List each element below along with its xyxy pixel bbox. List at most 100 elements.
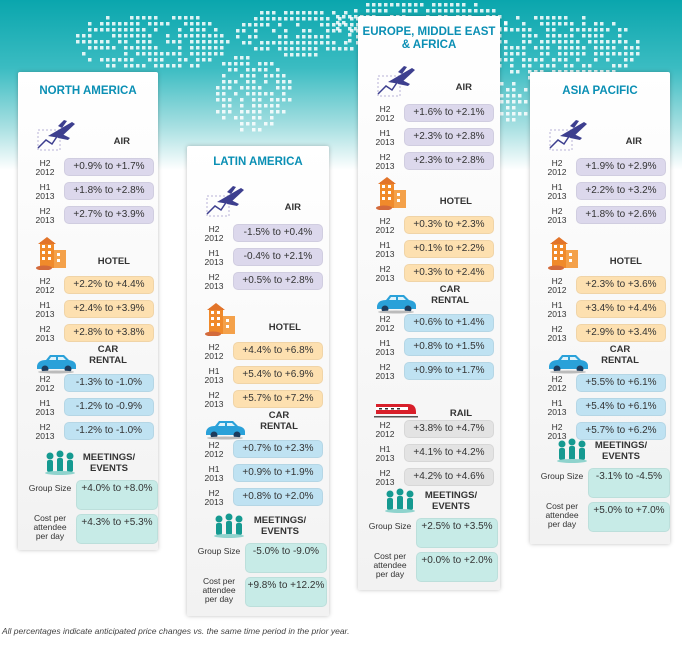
map-dot: [124, 64, 128, 68]
map-dot: [178, 28, 182, 32]
map-dot: [282, 74, 286, 78]
map-dot: [332, 41, 336, 45]
price-change-range: +5.4% to +6.9%: [233, 366, 323, 384]
map-dot: [222, 62, 226, 66]
map-dot: [136, 40, 140, 44]
map-dot: [184, 16, 188, 20]
price-change-range: +4.1% to +4.2%: [404, 444, 494, 462]
period-label: H2 2013: [375, 264, 395, 283]
map-dot: [350, 17, 354, 21]
map-dot: [630, 46, 634, 50]
forecast-row: H2 2012 +3.8% to +4.7%: [368, 420, 494, 442]
map-dot: [540, 40, 544, 44]
map-dot: [600, 40, 604, 44]
air-section: AIR H2 2012 +1.6% to +2.1% H1 2013 +2.3% to …: [368, 64, 494, 174]
map-dot: [308, 11, 312, 15]
map-dot: [630, 58, 634, 62]
map-dot: [546, 28, 550, 32]
map-dot: [270, 122, 274, 126]
map-dot: [314, 53, 318, 57]
map-dot: [558, 46, 562, 50]
map-dot: [234, 92, 238, 96]
map-dot: [510, 46, 514, 50]
map-dot: [528, 76, 532, 80]
map-dot: [332, 11, 336, 15]
map-dot: [492, 9, 496, 13]
map-dot: [246, 68, 250, 72]
map-dot: [284, 35, 288, 39]
map-dot: [522, 40, 526, 44]
map-dot: [82, 34, 86, 38]
period-label: H2 2012: [204, 224, 224, 243]
map-dot: [288, 80, 292, 84]
map-dot: [222, 116, 226, 120]
map-dot: [356, 23, 360, 27]
map-dot: [564, 22, 568, 26]
map-dot: [594, 28, 598, 32]
map-dot: [534, 58, 538, 62]
map-dot: [254, 17, 258, 21]
period-label: H2 2012: [375, 420, 395, 439]
map-dot: [106, 46, 110, 50]
map-dot: [414, 9, 418, 13]
airplane-icon: [34, 118, 78, 157]
period-label: H2 2013: [204, 272, 224, 291]
map-dot: [612, 52, 616, 56]
map-dot: [154, 52, 158, 56]
forecast-row: H1 2013 +0.9% to +1.9%: [197, 464, 323, 486]
map-dot: [552, 28, 556, 32]
map-dot: [552, 16, 556, 20]
map-dot: [190, 22, 194, 26]
car-section: CAR RENTAL H2 2012 +0.6% to +1.4% H1 2013 +0…: [368, 284, 494, 394]
price-change-range: +0.3% to +2.4%: [404, 264, 494, 282]
map-dot: [130, 58, 134, 62]
map-dot: [272, 29, 276, 33]
map-dot: [220, 46, 224, 50]
map-dot: [636, 40, 640, 44]
map-dot: [118, 22, 122, 26]
map-dot: [444, 9, 448, 13]
map-dot: [320, 11, 324, 15]
map-dot: [522, 52, 526, 56]
map-dot: [588, 34, 592, 38]
meetings-cost-range: +4.3% to +5.3%: [76, 514, 158, 544]
map-dot: [512, 88, 516, 92]
map-dot: [100, 40, 104, 44]
price-change-range: +1.8% to +2.6%: [576, 206, 666, 224]
map-dot: [142, 40, 146, 44]
map-dot: [234, 62, 238, 66]
map-dot: [510, 58, 514, 62]
map-dot: [524, 88, 528, 92]
air-section: AIR H2 2012 +0.9% to +1.7% H1 2013 +1.8% to …: [28, 118, 154, 228]
map-dot: [528, 58, 532, 62]
map-dot: [534, 46, 538, 50]
map-dot: [130, 16, 134, 20]
map-dot: [236, 29, 240, 33]
rail-section: RAIL H2 2012 +3.8% to +4.7% H1 2013 +4.1% to…: [368, 390, 494, 500]
map-dot: [612, 40, 616, 44]
map-dot: [402, 3, 406, 7]
map-dot: [270, 74, 274, 78]
map-dot: [136, 64, 140, 68]
airplane-icon: [374, 64, 418, 103]
map-dot: [546, 52, 550, 56]
map-dot: [500, 112, 504, 116]
forecast-row: H2 2013 +0.3% to +2.4%: [368, 264, 494, 286]
map-dot: [600, 52, 604, 56]
meetings-title: MEETINGS/ EVENTS: [82, 452, 136, 474]
map-dot: [222, 110, 226, 114]
hotel-section: HOTEL H2 2012 +4.4% to +6.8% H1 2013 +5.4% t…: [197, 302, 323, 412]
forecast-row: H2 2013 +2.9% to +3.4%: [540, 324, 666, 346]
period-label: H2 2013: [35, 324, 55, 343]
map-dot: [282, 98, 286, 102]
map-dot: [332, 47, 336, 51]
map-dot: [524, 100, 528, 104]
price-change-range: +4.4% to +6.8%: [233, 342, 323, 360]
map-dot: [512, 94, 516, 98]
map-dot: [522, 34, 526, 38]
map-dot: [258, 98, 262, 102]
map-dot: [378, 3, 382, 7]
region-title: EUROPE, MIDDLE EAST & AFRICA: [362, 26, 496, 51]
map-dot: [276, 104, 280, 108]
map-dot: [178, 46, 182, 50]
